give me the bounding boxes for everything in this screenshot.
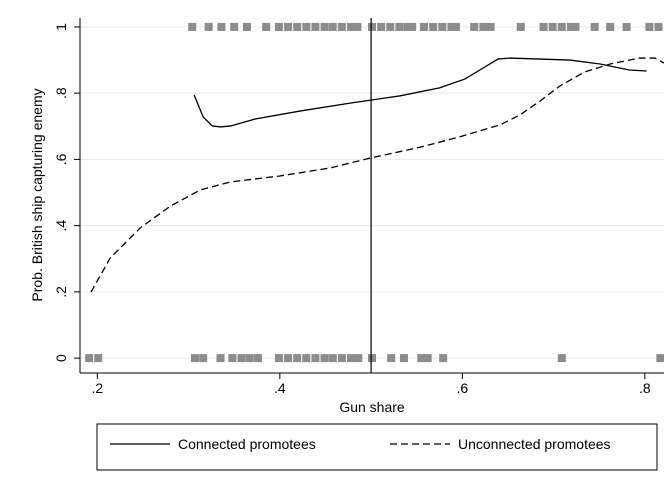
rug-marker — [228, 354, 237, 363]
rug-marker — [548, 22, 557, 31]
legend-label: Connected promotees — [178, 436, 316, 452]
rug-marker — [557, 354, 566, 363]
rug-marker — [403, 22, 412, 31]
rug-marker — [353, 22, 362, 31]
legend — [96, 423, 658, 471]
rug-marker — [190, 354, 199, 363]
x-tick-label: .8 — [639, 380, 651, 396]
rug-marker — [337, 354, 346, 363]
rug-marker — [399, 354, 408, 363]
rug-marker — [320, 354, 329, 363]
rug-marker — [395, 22, 404, 31]
x-tick-label: .6 — [456, 380, 468, 396]
rug-marker — [590, 22, 599, 31]
y-tick-label: .4 — [53, 220, 69, 232]
y-tick-label: .8 — [53, 87, 69, 99]
rug-marker — [293, 354, 302, 363]
x-tick-label: .2 — [91, 380, 103, 396]
rug-marker — [328, 354, 337, 363]
rug-marker — [622, 22, 631, 31]
rug-marker — [337, 22, 346, 31]
rug-marker — [320, 22, 329, 31]
rug-marker — [85, 354, 94, 363]
rug-marker — [438, 22, 447, 31]
y-tick-label: .2 — [53, 286, 69, 298]
rug-marker — [377, 22, 386, 31]
rug-marker — [302, 22, 311, 31]
rug-marker — [188, 22, 197, 31]
rug-marker — [654, 22, 663, 31]
rug-marker — [387, 354, 396, 363]
rug-marker — [645, 22, 654, 31]
rug-marker — [447, 22, 456, 31]
y-tick-label: 1 — [53, 23, 69, 31]
rug-marker — [386, 22, 395, 31]
plot-area — [85, 18, 664, 373]
x-tick-label: .4 — [274, 380, 286, 396]
rug-marker — [486, 22, 495, 31]
rug-marker — [439, 354, 448, 363]
legend-items: Connected promotees Unconnected promotees — [110, 436, 611, 452]
rug-marker — [293, 22, 302, 31]
rug-marker — [311, 22, 320, 31]
y-tick-label: .6 — [53, 153, 69, 165]
rug-marker — [311, 354, 320, 363]
rug-marker — [420, 22, 429, 31]
line-series — [90, 57, 664, 293]
rug-marker — [204, 22, 213, 31]
rug-marker — [479, 22, 488, 31]
legend-label: Unconnected promotees — [458, 436, 611, 452]
x-axis-title: Gun share — [339, 399, 405, 415]
rug-marker — [230, 22, 239, 31]
rug-marker — [368, 22, 376, 31]
rug-marker — [429, 22, 438, 31]
y-tick-label: 0 — [53, 354, 69, 362]
line-series — [193, 57, 647, 128]
rug-marker — [245, 354, 254, 363]
rug-marker — [216, 354, 225, 363]
rug-marker — [470, 22, 479, 31]
rug-marker — [516, 22, 525, 31]
rug-marker — [302, 354, 311, 363]
rug-marker — [217, 22, 226, 31]
rug-marker — [253, 354, 262, 363]
rug-marker — [566, 22, 575, 31]
y-axis-title: Prob. British ship capturing enemy — [29, 88, 45, 301]
rug-marker — [557, 22, 566, 31]
rug-marker — [368, 354, 376, 363]
rug-marker — [242, 22, 251, 31]
rug-marker — [354, 354, 363, 363]
rug-marker — [571, 22, 580, 31]
rug-marker — [284, 22, 293, 31]
rug-marker — [408, 22, 417, 31]
rug-marker — [94, 354, 103, 363]
rug-marker — [237, 354, 246, 363]
rug-marker — [347, 354, 356, 363]
axes: 0 .2 .4 .6 .8 1 .2 .4 .6 .8 — [53, 23, 651, 396]
rug-marker — [199, 354, 208, 363]
rug-marker — [347, 22, 356, 31]
rug-marker — [262, 22, 271, 31]
rug-marker — [274, 354, 283, 363]
rug-marker — [274, 22, 283, 31]
rug-marker — [284, 354, 293, 363]
rug-marker — [328, 22, 337, 31]
rug-marker — [656, 354, 664, 363]
rug-marker — [606, 22, 615, 31]
rug-marker — [451, 22, 460, 31]
rug-marker — [417, 354, 426, 363]
rug-marker — [423, 354, 432, 363]
rug-marker — [539, 22, 548, 31]
